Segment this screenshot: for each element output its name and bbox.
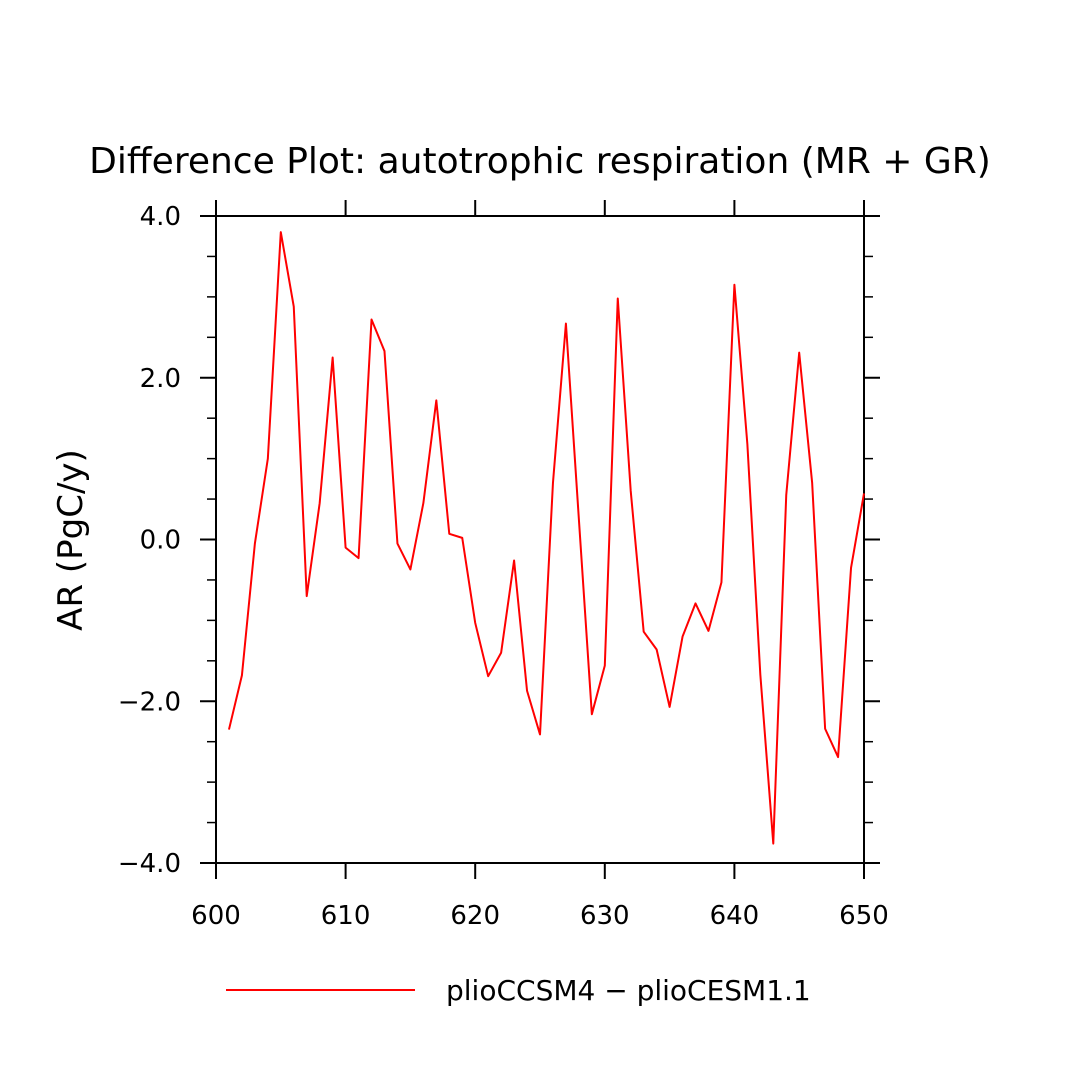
x-tick-label: 610	[321, 901, 371, 931]
x-tick-label: 630	[580, 901, 630, 931]
legend: plioCCSM4 − plioCESM1.1	[226, 974, 811, 1007]
x-tick-label: 650	[839, 901, 889, 931]
y-tick-label: 4.0	[140, 202, 181, 232]
y-tick-label: 0.0	[140, 526, 181, 556]
series-line	[227, 231, 865, 845]
y-tick-label: −4.0	[118, 849, 181, 879]
y-tick-label: 2.0	[140, 364, 181, 394]
y-axis-label: AR (PgC/y)	[51, 449, 91, 631]
x-tick-label: 620	[450, 901, 500, 931]
series-layer	[227, 231, 865, 845]
legend-label: plioCCSM4 − plioCESM1.1	[446, 974, 811, 1007]
axis-ticks: 600 610 620 630 640 650 −4.0 −2.0 0.0 2.0 4.0	[118, 200, 889, 931]
chart-title: Difference Plot: autotrophic respiration…	[89, 141, 991, 182]
x-tick-label: 600	[191, 901, 241, 931]
x-tick-label: 640	[710, 901, 760, 931]
y-tick-label: −2.0	[118, 687, 181, 717]
